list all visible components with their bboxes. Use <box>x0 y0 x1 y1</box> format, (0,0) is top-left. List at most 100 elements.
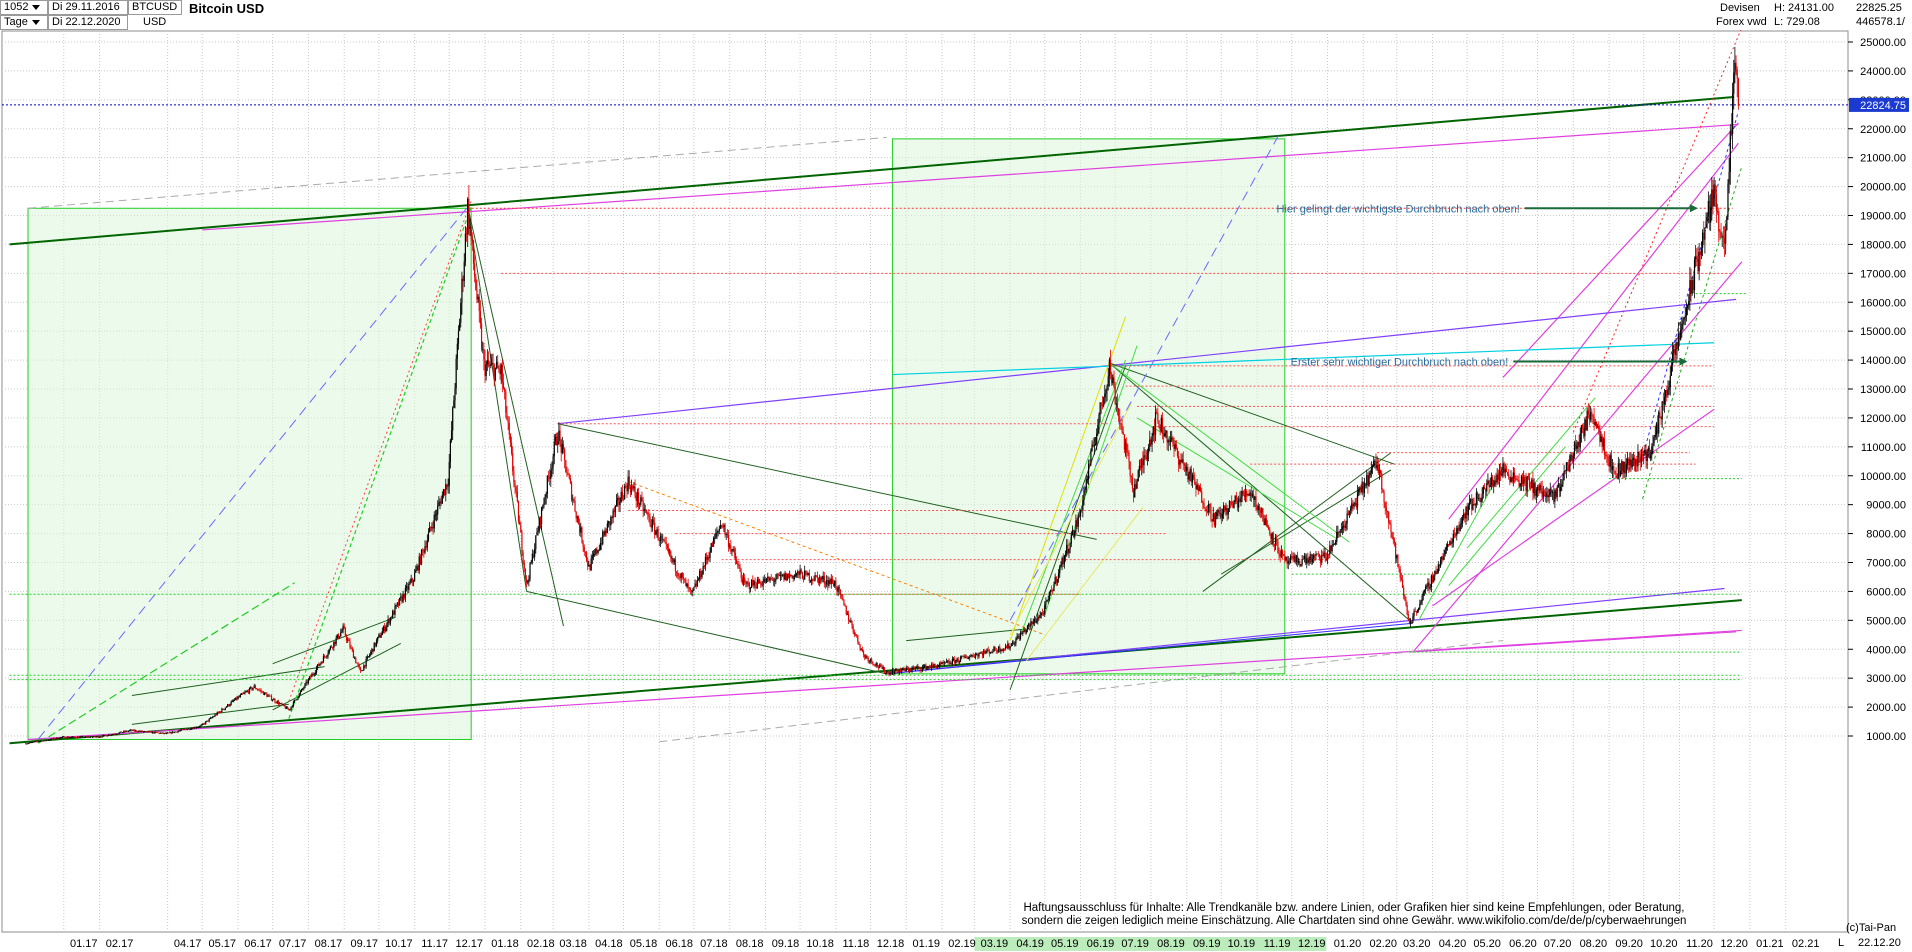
candle-body <box>228 704 230 706</box>
candle-body <box>157 732 160 734</box>
candle-body <box>1393 540 1396 543</box>
x-tick-label: 01.18 <box>491 938 519 950</box>
symbol-field[interactable]: BTCUSD <box>128 0 182 15</box>
candle-body <box>1188 473 1190 480</box>
candle-body <box>607 521 610 524</box>
candle-body <box>248 687 251 693</box>
x-tick-label: 03.18 <box>559 938 587 950</box>
candle-body <box>916 667 918 669</box>
candle-body <box>218 711 221 713</box>
candle-body <box>685 579 687 587</box>
candle-body <box>1448 544 1450 546</box>
y-tick-label: 14000.00 <box>1860 355 1906 367</box>
candle-body <box>961 656 963 658</box>
candle-body <box>573 499 575 502</box>
yellow-3 <box>1025 507 1144 662</box>
scale-mode[interactable]: L <box>1838 937 1845 949</box>
candle-body <box>1009 646 1011 649</box>
candle-body <box>117 733 119 735</box>
date-from-field[interactable]: Di 29.11.2016 <box>48 0 128 15</box>
candle-body <box>1368 475 1370 486</box>
candle-body <box>1591 411 1593 415</box>
candle-body <box>530 562 532 564</box>
candle-body <box>122 732 124 734</box>
candle-body <box>1464 513 1466 519</box>
candle-body <box>1164 433 1166 437</box>
x-axis: 01.17 02.17 04.17 05.17 06.17 07.17 08.17 09.17… <box>70 937 1819 951</box>
candle-body <box>191 728 193 730</box>
candle-body <box>928 666 930 668</box>
candle-body <box>686 583 688 587</box>
channel-upper <box>9 95 1734 246</box>
candle-body <box>1324 552 1326 559</box>
candle-body <box>659 535 662 542</box>
candle-body <box>693 587 695 591</box>
candle-body <box>547 475 550 477</box>
candle-body <box>1533 483 1535 494</box>
candle-body <box>895 668 897 672</box>
candle-body <box>652 519 655 523</box>
candle-body <box>463 261 465 282</box>
candle-body <box>852 626 854 632</box>
candle-body <box>208 718 210 722</box>
candle-body <box>1362 481 1364 493</box>
period-select[interactable]: Tage <box>0 15 48 30</box>
arrow-head-icon <box>1679 357 1688 366</box>
candle-body <box>1040 612 1042 615</box>
candle-body <box>78 736 80 738</box>
candle-body <box>417 565 419 571</box>
bars-count-select[interactable]: 1052 <box>0 0 48 15</box>
candle-body <box>912 667 914 669</box>
red-dot-2 <box>1572 27 1743 433</box>
date-to-field[interactable]: Di 22.12.2020 <box>48 15 128 30</box>
candle-body <box>862 651 865 655</box>
candle-body <box>467 198 469 235</box>
candle-body <box>32 742 34 743</box>
candle-body <box>648 514 650 517</box>
candle-body <box>1151 435 1153 445</box>
y-tick-label: 21000.00 <box>1860 153 1906 165</box>
candle-body <box>873 664 875 666</box>
y-tick-label: 16000.00 <box>1860 297 1906 309</box>
candle-body <box>1288 560 1291 564</box>
candle-body <box>538 517 540 531</box>
candle-body <box>782 574 784 577</box>
candle-body <box>1333 544 1336 545</box>
candle-body <box>597 550 599 553</box>
candle-body <box>1229 501 1232 503</box>
candle-body <box>1659 412 1661 418</box>
candle-body <box>1061 557 1063 565</box>
candle-body <box>723 525 725 527</box>
candle-body <box>1588 414 1591 420</box>
candle-body <box>838 586 840 590</box>
candle-body <box>1411 621 1413 623</box>
candle-body <box>468 198 470 230</box>
candle-body <box>669 551 671 553</box>
candle-body <box>1528 477 1531 488</box>
candle-body <box>285 706 288 709</box>
candle-body <box>877 666 880 668</box>
candle-body <box>1662 401 1664 405</box>
candle-body <box>566 472 568 475</box>
candle-body <box>489 365 491 367</box>
candle-body <box>1602 438 1604 447</box>
candle-body <box>1121 424 1123 432</box>
candle-body <box>515 486 517 492</box>
candle-body <box>477 296 479 300</box>
candle-body <box>1485 489 1487 492</box>
candle-body <box>779 574 782 576</box>
candle-body <box>1435 570 1437 574</box>
candle-body <box>949 663 951 664</box>
candle-body <box>1716 211 1719 212</box>
candle-body <box>1053 583 1055 592</box>
candle-body <box>776 574 778 579</box>
red-dot-1 <box>288 200 472 702</box>
candle-body <box>1181 459 1183 462</box>
candle-body <box>512 453 514 472</box>
candle-body <box>182 729 184 731</box>
candle-body <box>63 736 65 738</box>
candle-body <box>940 663 942 664</box>
candle-body <box>1586 410 1588 431</box>
candle-body <box>380 635 382 638</box>
